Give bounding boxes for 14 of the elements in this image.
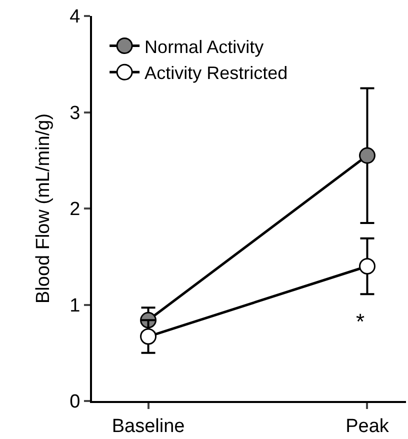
y-axis-title: Blood Flow (mL/min/g) [32,113,54,304]
x-tick-label: Baseline [112,416,185,437]
y-tick-label: 3 [70,102,80,124]
x-tick-label: Peak [346,416,390,437]
annotation: * [356,309,365,334]
point [140,328,157,345]
y-tick-label: 2 [70,199,80,220]
legend-label: Activity Restricted [144,63,288,84]
y-tick-label: 0 [70,392,80,413]
point [358,147,376,164]
legend-label: Normal Activity [144,36,264,57]
y-tick-label: 1 [70,295,80,316]
point [358,258,376,274]
y-tick-label: 4 [70,6,81,28]
